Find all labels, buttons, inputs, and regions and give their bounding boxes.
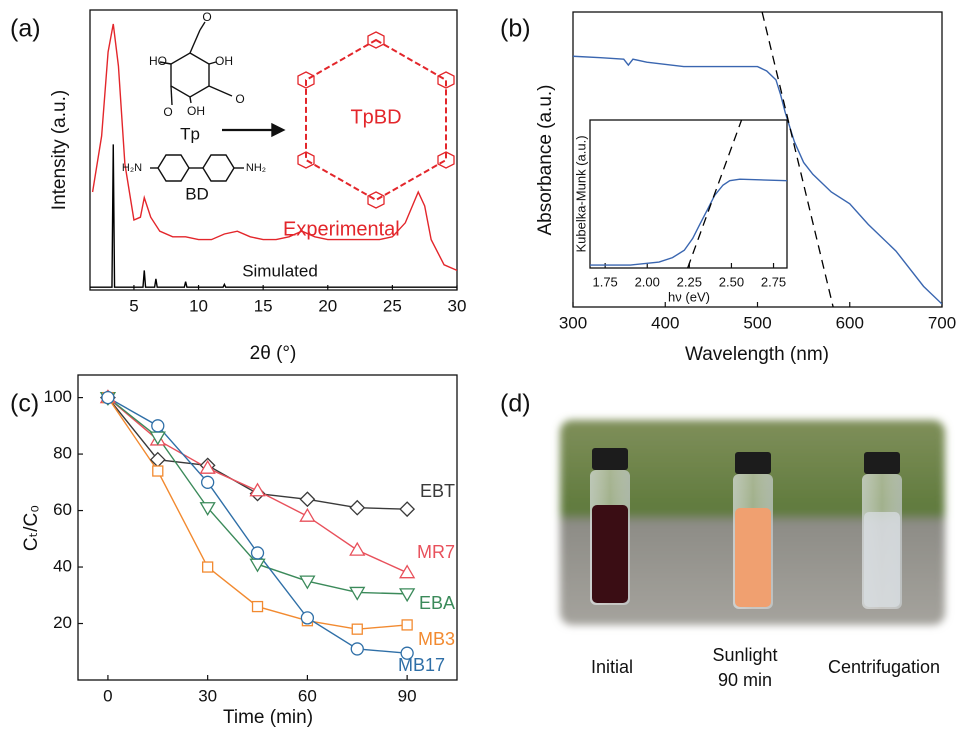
marker xyxy=(252,547,264,559)
series-label: Simulated xyxy=(242,261,318,280)
chart: 1.75 2.00 2.25 2.50 2.75 hν (eV) Kubelka-Munk … xyxy=(573,120,787,304)
x-axis-label: Wavelength (nm) xyxy=(685,344,829,365)
y-axis-label: Cₜ/C₀ xyxy=(21,505,42,551)
x-tick-label: 1.75 xyxy=(592,274,617,289)
annotation: BD xyxy=(185,184,209,203)
tp-structure xyxy=(160,22,284,136)
annotation: NH₂ xyxy=(246,162,266,174)
x-tick-label: 15 xyxy=(254,296,273,315)
photo-caption: Initial xyxy=(591,657,633,677)
data-line xyxy=(93,24,457,270)
x-tick-label: 20 xyxy=(318,296,337,315)
y-tick-label: 20 xyxy=(53,613,72,632)
x-tick-label: 30 xyxy=(448,296,467,315)
figure: (a) 5 10 15 20 25 30 2θ (°) Intensity (a.u.) Expe… xyxy=(0,0,960,740)
y-axis-label: Absorbance (a.u.) xyxy=(535,84,556,235)
bd-structure xyxy=(150,155,244,181)
x-tick-label: 25 xyxy=(383,296,402,315)
marker xyxy=(202,476,214,488)
annotation: TpBD xyxy=(350,106,401,128)
y-tick-label: 60 xyxy=(53,500,72,519)
marker xyxy=(251,484,265,496)
chart: (a) 5 10 15 20 25 30 2θ (°) Intensity (a.u.) Expe… xyxy=(10,10,466,364)
panel-label: (d) xyxy=(500,390,531,418)
x-axis-label: hν (eV) xyxy=(668,289,710,304)
marker xyxy=(350,587,364,599)
panel-label: (c) xyxy=(10,390,39,418)
x-tick-label: 30 xyxy=(198,686,217,705)
marker xyxy=(400,502,414,516)
chart: (c) 0 30 60 90 20 40 60 80 100 Time (min) Cₜ/C₀ EBT M… xyxy=(10,375,457,728)
annotation: OH xyxy=(187,104,205,118)
x-tick-label: 2.75 xyxy=(761,274,786,289)
y-tick-label: 80 xyxy=(53,444,72,463)
marker xyxy=(301,612,313,624)
marker xyxy=(203,562,213,572)
marker xyxy=(350,543,364,555)
x-tick-label: 10 xyxy=(189,296,208,315)
marker xyxy=(400,566,414,578)
annotation: Tp xyxy=(180,124,200,143)
x-axis-label: Time (min) xyxy=(223,707,313,728)
plot-frame xyxy=(90,10,457,290)
marker xyxy=(300,492,314,506)
vial-centrifugation xyxy=(862,452,902,609)
photo-caption: Centrifugation xyxy=(828,657,940,677)
photo-caption: Sunlight xyxy=(712,645,777,665)
marker xyxy=(253,602,263,612)
panel-label: (b) xyxy=(500,15,531,43)
plot-frame xyxy=(590,120,787,268)
marker xyxy=(351,643,363,655)
y-axis-label: Intensity (a.u.) xyxy=(49,90,70,210)
x-tick-label: 400 xyxy=(651,313,679,332)
vial-sunlight xyxy=(733,452,773,609)
annotation: HO xyxy=(149,54,167,68)
x-axis-label: 2θ (°) xyxy=(250,343,297,364)
annotation: O xyxy=(235,92,244,106)
x-tick-label: 60 xyxy=(298,686,317,705)
y-axis-label: Kubelka-Munk (a.u.) xyxy=(573,135,588,252)
vial-initial xyxy=(590,448,630,605)
x-tick-label: 2.25 xyxy=(677,274,702,289)
annotation: O xyxy=(163,105,172,119)
marker xyxy=(153,466,163,476)
annotation: H₂N xyxy=(122,162,142,174)
marker xyxy=(401,647,413,659)
x-tick-label: 90 xyxy=(398,686,417,705)
marker xyxy=(152,420,164,432)
marker xyxy=(300,509,314,521)
y-tick-label: 40 xyxy=(53,557,72,576)
series-label: Experimental xyxy=(283,218,400,240)
photo xyxy=(560,420,945,625)
annotation: OH xyxy=(215,54,233,68)
series-label: EBT xyxy=(420,481,455,501)
annotation: O xyxy=(202,10,211,24)
x-tick-label: 600 xyxy=(836,313,864,332)
series-label: MB3 xyxy=(418,629,455,649)
x-tick-label: 0 xyxy=(103,686,112,705)
x-tick-label: 5 xyxy=(129,296,138,315)
x-tick-label: 700 xyxy=(928,313,956,332)
marker xyxy=(400,589,414,601)
marker xyxy=(402,620,412,630)
y-tick-label: 100 xyxy=(44,387,72,406)
x-tick-label: 2.00 xyxy=(635,274,660,289)
x-tick-label: 300 xyxy=(559,313,587,332)
series-label: MR7 xyxy=(417,542,455,562)
marker xyxy=(350,501,364,515)
x-tick-label: 2.50 xyxy=(719,274,744,289)
x-tick-label: 500 xyxy=(743,313,771,332)
marker xyxy=(102,392,114,404)
panel-label: (a) xyxy=(10,15,41,43)
photo-caption: 90 min xyxy=(718,670,772,690)
marker xyxy=(352,624,362,634)
series-label: EBA xyxy=(419,593,455,613)
